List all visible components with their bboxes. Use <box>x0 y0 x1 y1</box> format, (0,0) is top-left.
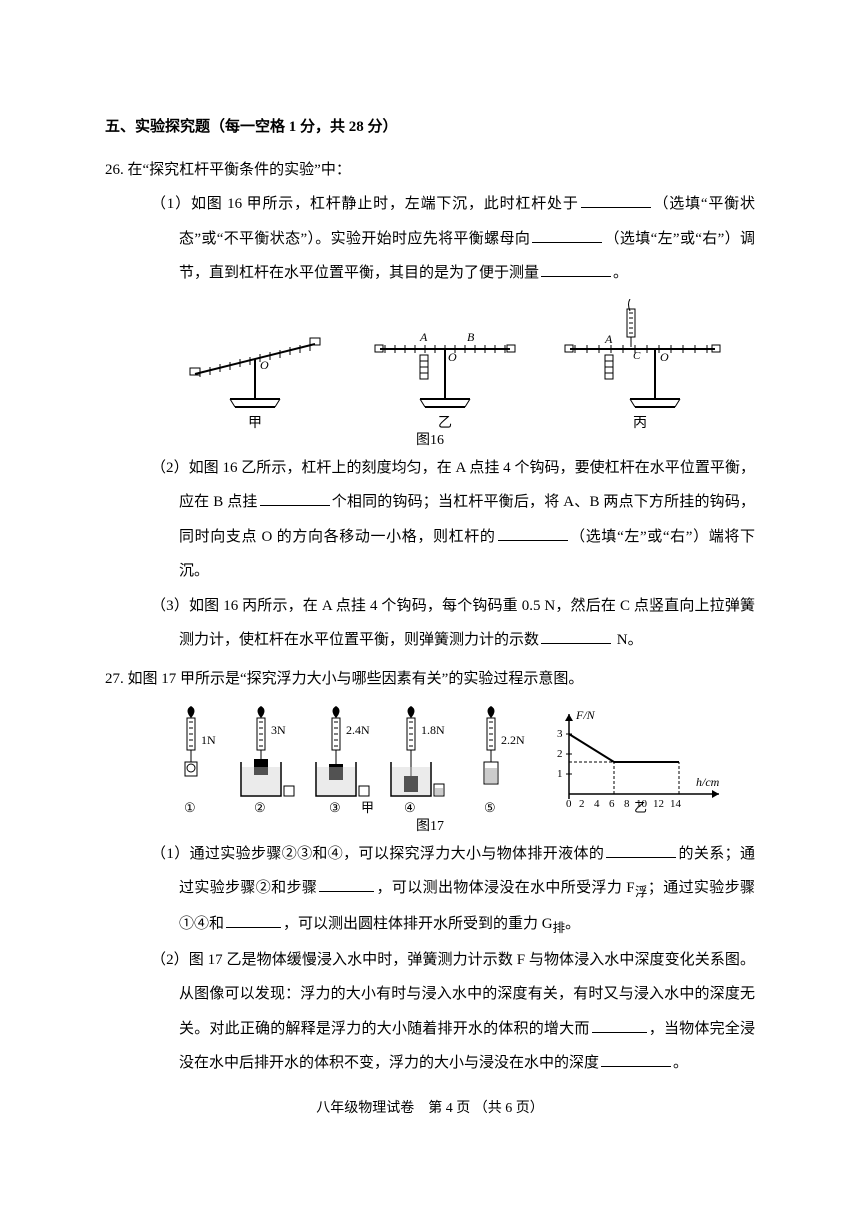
svg-text:1.8N: 1.8N <box>421 723 445 737</box>
svg-text:3: 3 <box>557 728 563 740</box>
q26-p3: （3）如图 16 丙所示，在 A 点挂 4 个钩码，每个钩码重 0.5 N，然后… <box>137 589 755 658</box>
q27-p2-c: 。 <box>673 1055 688 1071</box>
sub: 排 <box>553 921 566 935</box>
question-26: 26. 在“探究杠杆平衡条件的实验”中： （1）如图 16 甲所示，杠杆静止时，… <box>105 153 755 658</box>
svg-text:③: ③ <box>329 800 341 815</box>
fig16-caption: 图16 <box>105 431 755 451</box>
svg-text:2.4N: 2.4N <box>346 723 370 737</box>
q27-p1: （1）通过实验步骤②③和④，可以探究浮力大小与物体排开液体的的关系；通过实验步骤… <box>137 837 755 943</box>
svg-text:①: ① <box>184 800 196 815</box>
q27-p1-e: ，可以测出圆柱体排开水所受到的重力 G <box>283 916 553 932</box>
blank <box>498 523 568 541</box>
section-title: 五、实验探究题（每一空格 1 分，共 28 分） <box>105 110 755 145</box>
blank <box>532 225 602 243</box>
svg-text:12: 12 <box>653 798 664 810</box>
fig16-bing-label: 丙 <box>555 414 725 434</box>
svg-text:②: ② <box>254 800 266 815</box>
question-27: 27. 如图 17 甲所示是“探究浮力大小与哪些因素有关”的实验过程示意图。 1… <box>105 662 755 1081</box>
svg-text:O: O <box>260 358 269 372</box>
svg-text:C: C <box>633 350 641 362</box>
svg-text:2.2N: 2.2N <box>501 733 525 747</box>
svg-text:8: 8 <box>624 798 630 810</box>
q26-p1-text-d: 。 <box>613 265 628 281</box>
fig17-caption: 图17 <box>105 817 755 837</box>
svg-text:2: 2 <box>579 798 585 810</box>
figure-16: O 甲 <box>105 299 755 434</box>
blank <box>260 488 330 506</box>
svg-text:4: 4 <box>594 798 600 810</box>
lever-diagram-jia: O <box>175 319 335 414</box>
svg-text:1: 1 <box>557 768 563 780</box>
svg-text:A: A <box>604 332 613 346</box>
fig17-jia: 1N 3N <box>166 704 536 819</box>
blank <box>226 910 281 928</box>
q27-p1-c: ，可以测出物体浸没在水中所受浮力 F <box>376 880 634 896</box>
blank <box>601 1049 671 1067</box>
svg-text:O: O <box>660 350 669 364</box>
q26-p3-label: （3） <box>151 598 189 614</box>
q26-p1-label: （1） <box>151 196 191 212</box>
svg-text:14: 14 <box>670 798 682 810</box>
svg-text:⑤: ⑤ <box>484 800 496 815</box>
svg-text:A: A <box>419 330 428 344</box>
svg-text:甲: 甲 <box>361 800 374 815</box>
q26-intro: 在“探究杠杆平衡条件的实验”中： <box>128 162 351 178</box>
buoyancy-chart: F/N h/cm 1 2 3 0 2 4 6 8 10 12 14 <box>544 704 734 819</box>
fig16-yi-label: 乙 <box>365 414 525 434</box>
svg-text:O: O <box>448 350 457 364</box>
blank <box>319 874 374 892</box>
svg-text:1N: 1N <box>201 733 216 747</box>
figure-17: 1N 3N <box>105 704 755 819</box>
q27-intro: 如图 17 甲所示是“探究浮力大小与哪些因素有关”的实验过程示意图。 <box>128 671 584 687</box>
svg-text:h/cm: h/cm <box>696 775 720 789</box>
blank <box>606 840 676 858</box>
q26-p3-b: N。 <box>613 632 643 648</box>
svg-text:④: ④ <box>404 800 416 815</box>
fig16-jia: O 甲 <box>175 319 335 434</box>
fig17-yi: F/N h/cm 1 2 3 0 2 4 6 8 10 12 14 <box>544 704 734 819</box>
fig16-bing: A C O 丙 <box>555 299 725 434</box>
svg-text:0: 0 <box>566 798 572 810</box>
buoyancy-steps: 1N 3N <box>166 704 536 819</box>
q26-p1-text-a: 如图 16 甲所示，杠杆静止时，左端下沉，此时杠杆处于 <box>191 196 579 212</box>
q26-p1: （1）如图 16 甲所示，杠杆静止时，左端下沉，此时杠杆处于（选填“平衡状态”或… <box>137 187 755 291</box>
q26-p3-a: 如图 16 丙所示，在 A 点挂 4 个钩码，每个钩码重 0.5 N，然后在 C… <box>179 598 755 649</box>
q27-p1-a: 通过实验步骤②③和④，可以探究浮力大小与物体排开液体的 <box>190 846 605 862</box>
svg-text:F/N: F/N <box>575 708 596 722</box>
svg-text:2: 2 <box>557 748 563 760</box>
q27-p2-label: （2） <box>151 952 189 968</box>
svg-text:B: B <box>467 330 475 344</box>
svg-text:6: 6 <box>609 798 615 810</box>
q27-num: 27. <box>105 671 124 687</box>
q27-p1-f: 。 <box>565 916 580 932</box>
q26-num: 26. <box>105 162 124 178</box>
blank <box>541 626 611 644</box>
page-footer: 八年级物理试卷 第 4 页 （共 6 页） <box>105 1093 755 1125</box>
lever-diagram-yi: A B O <box>365 319 525 414</box>
q27-p1-label: （1） <box>151 846 190 862</box>
blank <box>581 190 651 208</box>
svg-text:乙: 乙 <box>634 800 647 815</box>
lever-diagram-bing: A C O <box>555 299 725 414</box>
blank <box>541 259 611 277</box>
svg-text:3N: 3N <box>271 723 286 737</box>
q27-p2: （2）图 17 乙是物体缓慢浸入水中时，弹簧测力计示数 F 与物体浸入水中深度变… <box>137 943 755 1081</box>
fig16-yi: A B O 乙 <box>365 319 525 434</box>
fig16-jia-label: 甲 <box>175 414 335 434</box>
blank <box>592 1015 647 1033</box>
q26-p2-label: （2） <box>151 460 189 476</box>
sub: 浮 <box>635 885 648 899</box>
q26-p2: （2）如图 16 乙所示，杠杆上的刻度均匀，在 A 点挂 4 个钩码，要使杠杆在… <box>137 451 755 589</box>
